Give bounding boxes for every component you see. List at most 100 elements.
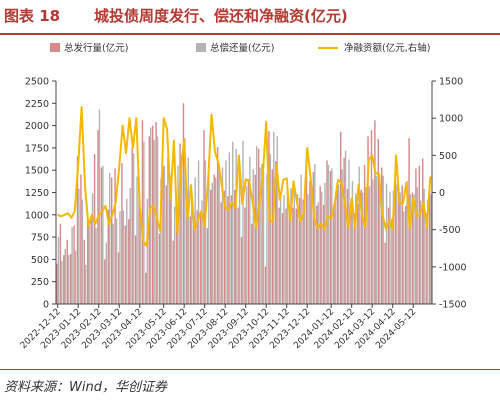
- issuance-bar: [257, 148, 260, 304]
- repayment-bar: [146, 198, 149, 304]
- net-financing-point: [214, 151, 216, 153]
- repayment-bar: [112, 223, 114, 304]
- net-financing-point: [77, 163, 79, 165]
- repayment-bar: [331, 168, 333, 304]
- net-financing-line: [57, 106, 432, 248]
- right-tick-label: -500: [439, 225, 461, 236]
- repayment-bar: [95, 228, 97, 304]
- issuance-bar: [158, 233, 161, 304]
- repayment-bar: [180, 155, 183, 304]
- repayment-bar: [81, 199, 84, 304]
- legend-swatch-0: [50, 43, 60, 52]
- issuance-bar: [264, 266, 267, 304]
- issuance-bar: [374, 120, 376, 304]
- net-financing-point: [104, 205, 107, 207]
- net-financing-point: [361, 214, 363, 217]
- left-tick-label: 2500: [25, 77, 49, 88]
- issuance-bar: [302, 199, 304, 304]
- repayment-bar: [334, 200, 337, 304]
- figure-label: 图表 18: [4, 7, 61, 25]
- issuance-bar: [138, 179, 140, 304]
- issuance-bar: [381, 167, 383, 304]
- net-financing-point: [381, 214, 384, 216]
- issuance-bar: [428, 187, 431, 304]
- net-financing-point: [163, 117, 165, 119]
- net-financing-point: [180, 169, 182, 171]
- net-financing-point: [207, 180, 209, 182]
- repayment-bar: [375, 175, 378, 304]
- net-financing-point: [111, 214, 113, 216]
- issuance-bar: [254, 174, 256, 304]
- net-financing-point: [166, 128, 168, 130]
- repayment-bar: [136, 176, 138, 304]
- issuance-bar: [336, 188, 338, 304]
- net-financing-point: [282, 179, 284, 181]
- issuance-bar: [90, 216, 92, 304]
- net-financing-point: [122, 125, 124, 127]
- net-financing-point: [279, 199, 281, 201]
- legend-label-2: 净融资额(亿元,右轴): [344, 42, 430, 54]
- figure-title-bar: 图表 18 城投债周度发行、偿还和净融资(亿元): [0, 0, 500, 34]
- repayment-bar: [74, 250, 77, 304]
- right-tick-label: -1000: [439, 262, 467, 273]
- issuance-bar: [401, 185, 403, 304]
- net-financing-point: [422, 201, 425, 203]
- repayment-bar: [430, 194, 432, 304]
- net-financing-point: [156, 217, 158, 220]
- repayment-bar: [406, 180, 408, 304]
- net-financing-point: [145, 245, 148, 247]
- net-financing-point: [409, 227, 411, 229]
- repayment-bar: [108, 172, 111, 304]
- repayment-bar: [235, 148, 237, 304]
- repayment-bar: [91, 193, 94, 304]
- left-tick-label: 0: [43, 300, 49, 311]
- net-financing-point: [299, 220, 301, 223]
- net-financing-point: [60, 215, 62, 217]
- repayment-bar: [413, 194, 415, 304]
- left-tick-label: 2000: [25, 121, 49, 132]
- issuance-bar: [357, 204, 359, 304]
- repayment-bar: [115, 218, 118, 304]
- repayment-bar: [173, 206, 176, 304]
- repayment-bar: [365, 187, 367, 304]
- repayment-bar: [290, 188, 292, 304]
- issuance-bar: [80, 174, 82, 304]
- issuance-bar: [114, 168, 116, 304]
- net-financing-point: [405, 182, 407, 184]
- repayment-bar: [338, 184, 340, 304]
- net-financing-point: [234, 207, 237, 209]
- repayment-bar: [232, 141, 234, 304]
- issuance-bar: [223, 190, 226, 304]
- net-financing-point: [416, 215, 418, 217]
- net-financing-point: [340, 182, 343, 184]
- net-financing-point: [388, 220, 390, 222]
- repayment-bar: [307, 194, 309, 304]
- issuance-bar: [343, 157, 345, 304]
- net-financing-point: [398, 202, 401, 204]
- net-financing-point: [310, 177, 312, 179]
- net-financing-point: [115, 201, 117, 203]
- issuance-bar: [121, 163, 123, 304]
- repayment-bar: [61, 261, 63, 304]
- net-financing-point: [190, 184, 192, 186]
- source-divider: [0, 369, 500, 370]
- repayment-bar: [283, 195, 285, 304]
- repayment-bar: [160, 178, 162, 304]
- repayment-bar: [228, 152, 231, 304]
- net-financing-point: [327, 215, 329, 217]
- repayment-bar: [358, 166, 360, 304]
- net-financing-point: [169, 198, 172, 200]
- net-financing-point: [289, 220, 291, 222]
- repayment-bar: [310, 188, 313, 304]
- issuance-bar: [425, 213, 427, 304]
- repayment-bar: [320, 191, 323, 304]
- net-financing-point: [337, 179, 339, 181]
- net-financing-point: [81, 106, 83, 108]
- repayment-bar: [98, 109, 101, 304]
- repayment-bar: [208, 167, 210, 304]
- issuance-bar: [288, 205, 291, 304]
- repayment-bar: [262, 171, 265, 304]
- net-financing-point: [238, 154, 240, 156]
- net-financing-point: [375, 172, 377, 174]
- issuance-bar: [398, 192, 400, 304]
